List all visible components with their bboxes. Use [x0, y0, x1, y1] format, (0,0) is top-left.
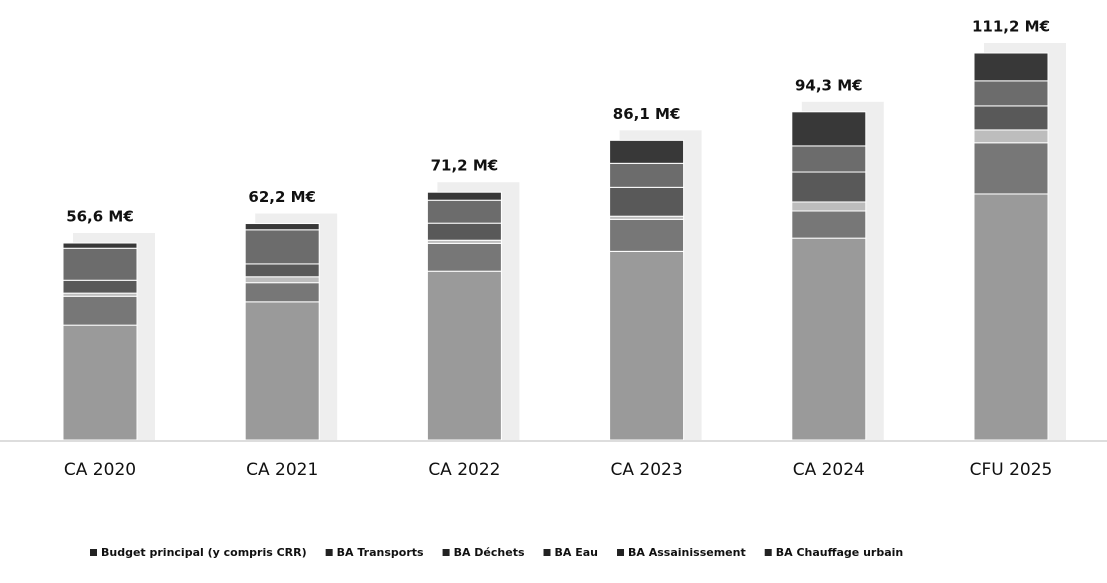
- legend-label: BA Eau: [555, 546, 599, 559]
- bar-segment: [62, 295, 138, 326]
- bar-segment: [791, 201, 867, 212]
- total-label: 62,2 M€: [248, 188, 316, 206]
- bar-segment: [426, 199, 502, 224]
- bar-segment: [791, 111, 867, 147]
- legend-label: BA Chauffage urbain: [776, 546, 904, 559]
- bar-segment: [791, 237, 867, 441]
- legend-label: BA Assainissement: [628, 546, 746, 559]
- bar-segment: [609, 218, 685, 252]
- bar-segment: [426, 270, 502, 441]
- bar-segment: [426, 191, 502, 201]
- x-tick-label: CFU 2025: [970, 460, 1053, 480]
- bar-segment: [609, 250, 685, 441]
- bar-segment: [244, 263, 320, 278]
- total-label: 86,1 M€: [613, 105, 681, 123]
- bar-segment: [62, 247, 138, 281]
- legend-swatch: [442, 549, 450, 556]
- x-tick-label: CA 2023: [611, 460, 683, 480]
- bar-segment: [973, 193, 1049, 441]
- x-tick-label: CA 2020: [64, 460, 136, 480]
- bar-segment: [973, 80, 1049, 107]
- x-tick-label: CA 2024: [793, 460, 865, 480]
- bar-segment: [62, 279, 138, 294]
- bar-segment: [973, 142, 1049, 195]
- bar-segment: [973, 105, 1049, 131]
- bar-segment: [244, 276, 320, 284]
- x-tick-label: CA 2022: [428, 460, 500, 480]
- legend-swatch: [543, 549, 551, 556]
- bar-segment: [62, 242, 138, 249]
- bar-segment: [791, 210, 867, 239]
- legend-swatch: [90, 549, 97, 556]
- total-label: 56,6 M€: [66, 208, 134, 226]
- bar-segment: [973, 52, 1049, 82]
- legend-swatch: [764, 549, 772, 556]
- bar-segment: [973, 129, 1049, 144]
- x-tick-label: CA 2021: [246, 460, 318, 480]
- legend-label: BA Transports: [337, 546, 424, 559]
- bar-segment: [244, 223, 320, 231]
- bar-segment: [609, 186, 685, 217]
- legend-swatch: [617, 549, 625, 556]
- total-label: 71,2 M€: [431, 157, 499, 175]
- bar-segment: [244, 229, 320, 265]
- bar-segment: [244, 301, 320, 441]
- total-label: 111,2 M€: [972, 18, 1050, 36]
- bar-segment: [426, 222, 502, 241]
- bar-segment: [244, 282, 320, 303]
- legend-swatch: [325, 549, 333, 556]
- bar-segment: [609, 162, 685, 188]
- total-label: 94,3 M€: [795, 76, 863, 94]
- bar-segment: [791, 171, 867, 203]
- legend-label: BA Déchets: [454, 546, 525, 559]
- bar-segment: [609, 139, 685, 164]
- bar-segment: [426, 242, 502, 272]
- bar-segment: [62, 324, 138, 441]
- legend-label: Budget principal (y compris CRR): [101, 546, 307, 559]
- bar-segment: [791, 145, 867, 173]
